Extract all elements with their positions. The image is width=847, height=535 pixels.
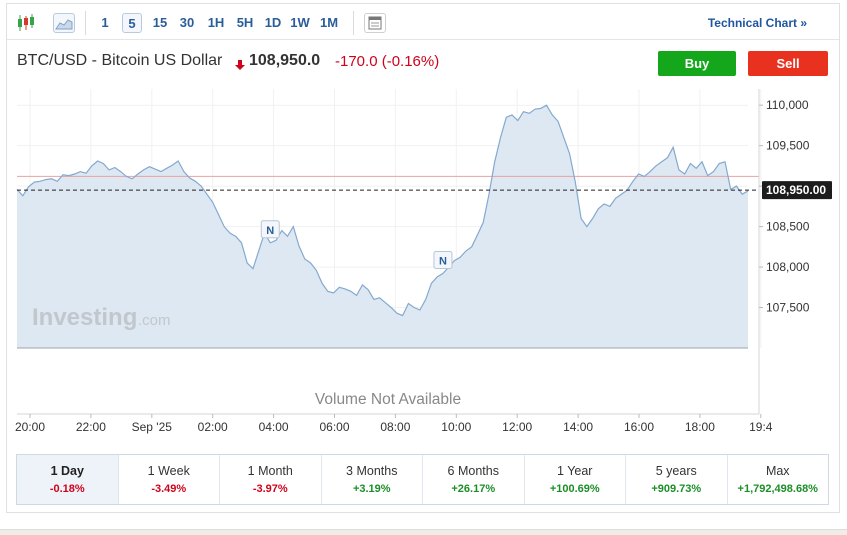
period-value: +909.73%: [651, 483, 702, 495]
volume-not-available: Volume Not Available: [315, 391, 461, 408]
chart-toolbar: 1 5 15 30 1H 5H 1D 1W 1M Technical Chart…: [7, 4, 839, 40]
period-value: -3.49%: [151, 483, 187, 495]
interval-5h[interactable]: 5H: [236, 15, 254, 30]
period-1-month[interactable]: 1 Month -3.97%: [220, 455, 322, 504]
investing-watermark: Investing: [32, 304, 137, 331]
candlestick-icon[interactable]: [16, 13, 38, 33]
area-chart-icon[interactable]: [53, 13, 75, 33]
last-price: 108,950.0: [249, 52, 321, 69]
period-value: -3.97%: [252, 483, 288, 495]
x-tick-label: 08:00: [380, 420, 410, 434]
arrow-down-icon: [235, 57, 245, 75]
interval-1[interactable]: 1: [101, 15, 109, 30]
change-percent: (-0.16%): [381, 53, 440, 70]
investing-watermark-suffix: .com: [138, 312, 171, 329]
period-label: 1 Week: [147, 464, 190, 478]
y-tick-label: 109,500: [766, 139, 810, 153]
x-tick-label: 02:00: [198, 420, 228, 434]
period-6-months[interactable]: 6 Months +26.17%: [423, 455, 525, 504]
interval-1d[interactable]: 1D: [264, 15, 282, 30]
price-chart[interactable]: Investing .com NN 110,000109,500109,0001…: [7, 4, 839, 449]
period-label: 1 Day: [50, 464, 84, 478]
period-1-week[interactable]: 1 Week -3.49%: [118, 455, 220, 504]
x-tick-label: 22:00: [76, 420, 106, 434]
interval-1h[interactable]: 1H: [207, 15, 225, 30]
period-3-months[interactable]: 3 Months +3.19%: [321, 455, 423, 504]
interval-1m[interactable]: 1M: [319, 15, 339, 30]
current-price-tag: 108,950.00: [762, 181, 832, 200]
y-tick-label: 110,000: [766, 98, 809, 112]
news-marker-label: N: [439, 256, 447, 268]
price-change: -170.0 (-0.16%): [335, 53, 439, 70]
period-max[interactable]: Max +1,792,498.68%: [727, 455, 828, 504]
interval-5[interactable]: 5: [122, 13, 142, 33]
price-area: [17, 105, 748, 348]
sell-button[interactable]: Sell: [748, 51, 828, 76]
period-5-years[interactable]: 5 years +909.73%: [626, 455, 728, 504]
period-label: 5 years: [655, 464, 697, 478]
x-tick-label: 12:00: [502, 420, 532, 434]
x-tick-label: 10:00: [441, 420, 471, 434]
page-footer-strip: [0, 529, 847, 535]
period-label: 6 Months: [447, 464, 499, 478]
x-tick-label: 16:00: [624, 420, 654, 434]
period-1-year[interactable]: 1 Year +100.69%: [524, 455, 626, 504]
news-markers: NN: [260, 220, 453, 270]
calendar-icon[interactable]: [364, 13, 386, 33]
period-label: Max: [765, 464, 790, 478]
technical-chart-link[interactable]: Technical Chart »: [707, 16, 807, 30]
news-marker[interactable]: N: [433, 251, 453, 270]
price-line: [16, 104, 749, 317]
interval-15[interactable]: 15: [152, 15, 168, 30]
period-value: +100.69%: [549, 483, 600, 495]
performance-periods: 1 Day -0.18% 1 Week -3.49% 1 Month -3.97…: [16, 454, 829, 505]
current-price-label: 108,950.00: [766, 183, 826, 197]
x-axis: 20:00 22:00 Sep '25 02:00 04:00 06:00 08:00 10:…: [15, 414, 773, 434]
news-marker[interactable]: N: [260, 220, 280, 239]
x-tick-label: 18:00: [685, 420, 715, 434]
x-tick-label: 20:00: [15, 420, 45, 434]
instrument-name: BTC/USD - Bitcoin US Dollar: [17, 52, 223, 69]
period-1-day[interactable]: 1 Day -0.18%: [17, 455, 119, 504]
interval-1w[interactable]: 1W: [290, 15, 310, 30]
period-value: +26.17%: [451, 483, 496, 495]
period-label: 3 Months: [346, 464, 398, 478]
x-tick-label: 19:4: [749, 420, 773, 434]
chart-widget: 1 5 15 30 1H 5H 1D 1W 1M Technical Chart…: [6, 3, 840, 513]
period-value: -0.18%: [49, 483, 85, 495]
buy-button[interactable]: Buy: [658, 51, 736, 76]
x-tick-label: 06:00: [319, 420, 349, 434]
x-tick-label: Sep '25: [132, 420, 173, 434]
y-axis: 110,000109,500109,000108,500108,000107,5…: [759, 98, 810, 315]
period-label: 1 Year: [557, 464, 593, 478]
change-value: -170.0: [335, 53, 378, 70]
news-marker-label: N: [266, 225, 274, 237]
y-tick-label: 107,500: [766, 301, 810, 315]
period-value: +3.19%: [352, 483, 391, 495]
y-tick-label: 108,500: [766, 220, 810, 234]
y-tick-label: 108,000: [766, 260, 810, 274]
period-value: +1,792,498.68%: [737, 483, 818, 495]
x-tick-label: 04:00: [259, 420, 289, 434]
period-label: 1 Month: [247, 464, 293, 478]
interval-30[interactable]: 30: [179, 15, 195, 30]
x-tick-label: 14:00: [563, 420, 593, 434]
instrument-header: BTC/USD - Bitcoin US Dollar 108,950.0 -1…: [7, 40, 839, 84]
